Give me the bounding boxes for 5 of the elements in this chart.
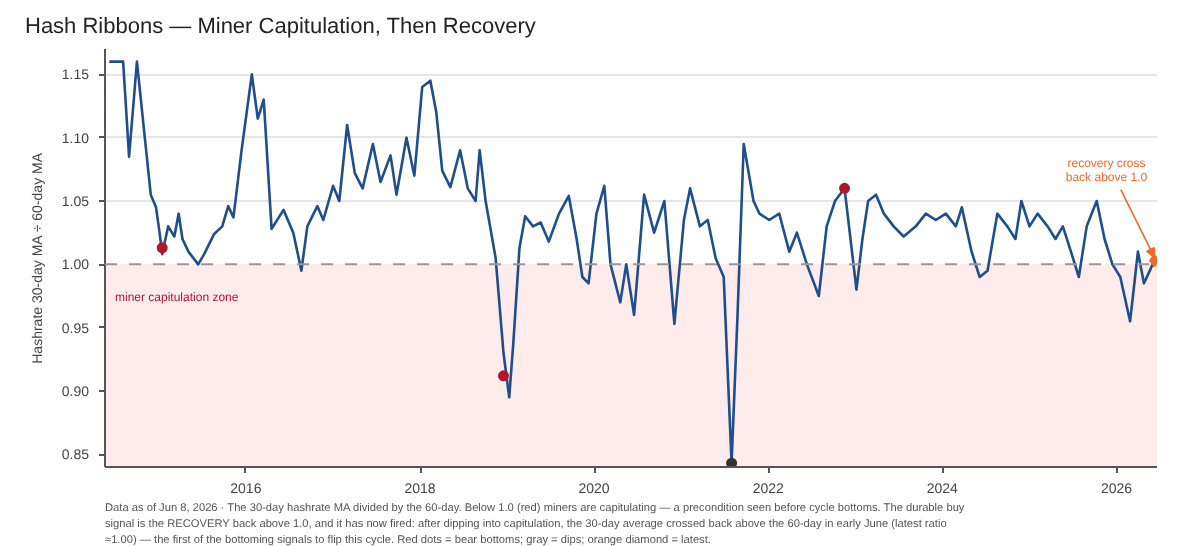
point bbox=[839, 182, 851, 194]
point bbox=[156, 242, 168, 254]
point bbox=[497, 370, 509, 382]
chart-title: Hash Ribbons — Miner Capitulation, Then Recovery bbox=[25, 15, 537, 39]
point bbox=[726, 457, 738, 467]
